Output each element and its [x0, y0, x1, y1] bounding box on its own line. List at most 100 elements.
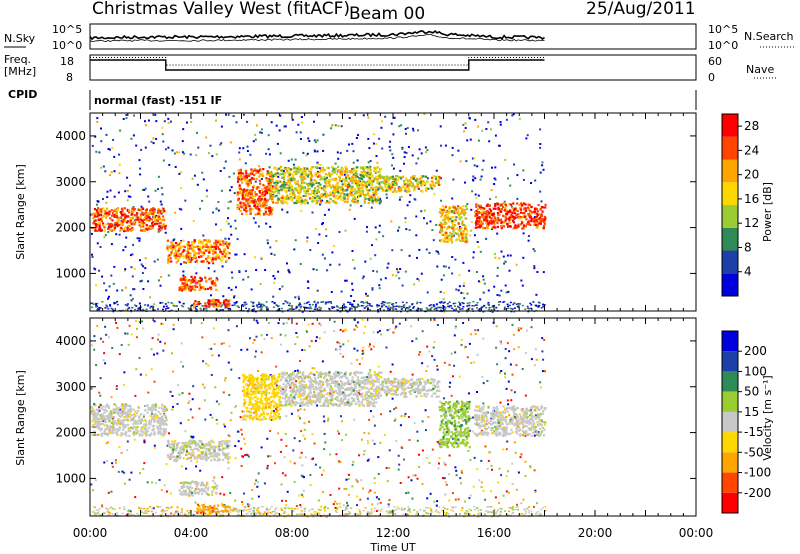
region-echo: [475, 209, 478, 212]
scatter-echo: [477, 246, 480, 249]
noise-left-tick-top: 10^5: [52, 23, 82, 36]
region-echo: [228, 299, 231, 302]
ground-echo: [393, 305, 396, 308]
region-echo: [333, 179, 336, 182]
ground-echo: [357, 303, 360, 306]
ground-echo: [248, 308, 251, 310]
scatter-echo: [197, 146, 200, 149]
region-echo: [481, 206, 484, 209]
scatter-echo: [426, 497, 429, 500]
region-echo: [321, 169, 324, 172]
scatter-echo: [301, 349, 304, 351]
region-echo: [368, 181, 371, 184]
region-echo: [193, 239, 197, 242]
scatter-echo: [371, 503, 374, 506]
scatter-echo: [500, 289, 503, 292]
region-echo: [261, 191, 264, 195]
region-echo: [535, 218, 538, 221]
region-echo: [514, 224, 517, 227]
scatter-echo: [519, 456, 522, 459]
scatter-echo: [217, 354, 220, 357]
scatter-echo: [249, 507, 252, 510]
freq-frame: [89, 54, 697, 81]
region-echo: [462, 229, 465, 232]
scatter-echo: [275, 124, 278, 127]
region-echo: [510, 203, 513, 206]
region-echo: [362, 189, 365, 193]
scatter-echo: [105, 201, 108, 204]
scatter-echo: [93, 335, 96, 338]
scatter-echo: [202, 178, 205, 181]
region-echo: [379, 199, 382, 202]
ground-echo: [350, 307, 353, 310]
scatter-echo: [112, 282, 115, 285]
scatter-echo: [223, 425, 226, 428]
ground-echo: [513, 311, 516, 313]
region-echo: [116, 207, 120, 210]
ground-echo: [289, 302, 291, 305]
scatter-echo: [157, 175, 160, 178]
region-echo: [430, 176, 434, 179]
region-echo: [488, 214, 491, 217]
scatter-echo: [428, 461, 431, 464]
scatter-echo: [281, 388, 284, 391]
region-echo: [239, 201, 242, 204]
region-echo: [264, 200, 267, 203]
scatter-echo: [210, 374, 213, 376]
scatter-echo: [227, 361, 230, 364]
colorbar-tick-label: 24: [744, 143, 759, 157]
region-echo: [352, 197, 355, 200]
region-echo: [529, 209, 532, 212]
scatter-echo: [273, 410, 276, 413]
region-echo: [422, 175, 425, 178]
scatter-echo: [510, 389, 513, 392]
scatter-echo: [448, 363, 451, 366]
region-echo: [175, 261, 178, 264]
scatter-echo: [267, 148, 270, 151]
region-echo: [264, 210, 267, 213]
scatter-echo: [304, 456, 307, 459]
region-echo: [338, 179, 341, 182]
scatter-echo: [539, 128, 542, 131]
region-echo: [200, 260, 203, 263]
region-echo: [539, 208, 542, 211]
scatter-echo: [229, 225, 232, 228]
region-echo: [92, 222, 95, 225]
scatter-echo: [318, 233, 321, 236]
scatter-echo: [273, 281, 276, 284]
region-echo: [309, 181, 312, 184]
region-echo: [482, 211, 485, 215]
scatter-echo: [273, 277, 276, 280]
region-echo: [227, 305, 230, 308]
region-echo: [530, 217, 533, 220]
region-echo: [308, 173, 311, 176]
region-echo: [369, 186, 373, 189]
region-echo: [145, 212, 148, 215]
scatter-echo: [99, 246, 102, 248]
region-echo: [444, 234, 447, 237]
scatter-echo: [144, 146, 147, 149]
scatter-echo: [412, 127, 414, 130]
ground-echo: [400, 305, 403, 308]
region-echo: [177, 259, 180, 262]
region-echo: [508, 216, 511, 220]
region-echo: [464, 224, 467, 227]
scatter-echo: [497, 481, 500, 484]
region-echo: [412, 176, 415, 179]
scatter-echo: [217, 201, 220, 203]
scatter-echo: [291, 118, 294, 121]
region-echo: [140, 221, 144, 224]
scatter-echo: [338, 432, 340, 435]
region-echo: [208, 250, 211, 253]
region-echo: [207, 299, 210, 302]
scatter-echo: [256, 321, 259, 324]
scatter-echo: [219, 143, 222, 146]
region-echo: [534, 210, 537, 213]
scatter-echo: [322, 415, 325, 418]
region-echo: [94, 215, 97, 218]
region-echo: [279, 173, 282, 176]
date-title: 25/Aug/2011: [586, 0, 696, 19]
scatter-echo: [466, 203, 469, 205]
region-echo: [151, 212, 154, 215]
region-echo: [214, 247, 218, 251]
